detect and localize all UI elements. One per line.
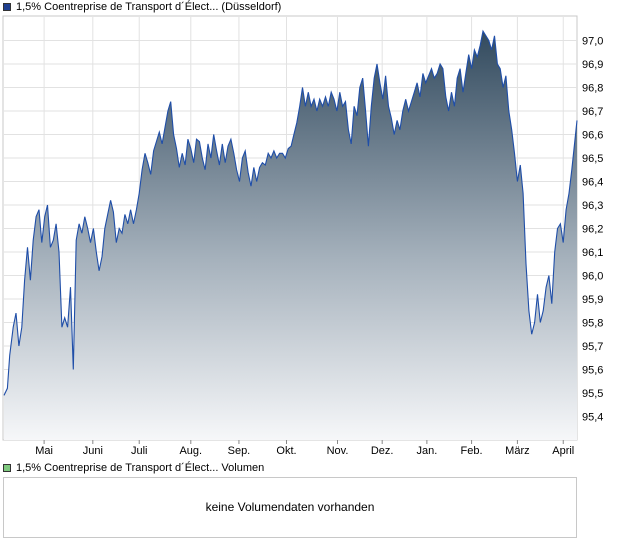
y-tick-label: 96,6 bbox=[582, 130, 603, 142]
y-tick-label: 95,5 bbox=[582, 388, 603, 400]
price-legend: 1,5% Coentreprise de Transport d´Élect..… bbox=[3, 0, 281, 14]
y-tick-label: 96,9 bbox=[582, 59, 603, 71]
y-tick-label: 96,3 bbox=[582, 200, 603, 212]
y-tick-label: 96,8 bbox=[582, 83, 603, 95]
x-tick-label: Dez. bbox=[371, 445, 394, 457]
y-tick-label: 96,1 bbox=[582, 247, 603, 259]
y-tick-label: 95,9 bbox=[582, 294, 603, 306]
x-tick-label: Juni bbox=[83, 445, 103, 457]
price-chart: 95,4 95,5 95,6 95,7 95,8 95,9 96,0 96,1 96,2 96,3… bbox=[2, 15, 603, 457]
x-tick-label: März bbox=[505, 445, 529, 457]
x-tick-label: Juli bbox=[131, 445, 148, 457]
x-tick-label: Okt. bbox=[276, 445, 296, 457]
x-tick-label: Feb. bbox=[461, 445, 483, 457]
y-tick-label: 95,8 bbox=[582, 318, 603, 330]
volume-legend-label: 1,5% Coentreprise de Transport d´Élect..… bbox=[16, 462, 265, 474]
x-tick-label: Mai bbox=[35, 445, 53, 457]
y-tick-label: 95,7 bbox=[582, 341, 603, 353]
price-legend-swatch bbox=[3, 3, 11, 11]
y-tick-label: 96,0 bbox=[582, 271, 603, 283]
y-tick-label: 96,5 bbox=[582, 153, 603, 165]
x-tick-label: Nov. bbox=[327, 445, 349, 457]
y-tick-label: 95,6 bbox=[582, 365, 603, 377]
y-tick-label: 96,4 bbox=[582, 177, 603, 189]
price-legend-label: 1,5% Coentreprise de Transport d´Élect..… bbox=[16, 1, 282, 13]
y-tick-label: 97,0 bbox=[582, 36, 603, 48]
volume-legend-swatch bbox=[3, 464, 11, 472]
x-axis: Mai Juni Juli Aug. Sep. Okt. Nov. Dez. Jan. Feb. M… bbox=[35, 440, 574, 457]
volume-legend: 1,5% Coentreprise de Transport d´Élect..… bbox=[3, 461, 264, 475]
y-tick-label: 96,2 bbox=[582, 224, 603, 236]
x-tick-label: Aug. bbox=[179, 445, 202, 457]
y-axis: 95,4 95,5 95,6 95,7 95,8 95,9 96,0 96,1 96,2 96,3… bbox=[582, 36, 603, 424]
x-tick-label: Sep. bbox=[228, 445, 251, 457]
volume-panel: keine Volumendaten vorhanden bbox=[3, 477, 577, 538]
no-volume-message: keine Volumendaten vorhanden bbox=[205, 499, 375, 514]
x-tick-label: Jan. bbox=[416, 445, 437, 457]
y-tick-label: 95,4 bbox=[582, 412, 603, 424]
price-area bbox=[4, 31, 577, 440]
price-line bbox=[3, 29, 578, 396]
x-tick-label: April bbox=[552, 445, 574, 457]
y-tick-label: 96,7 bbox=[582, 106, 603, 118]
